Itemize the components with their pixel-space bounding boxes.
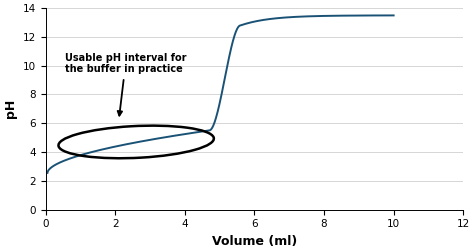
Text: Usable pH interval for
the buffer in practice: Usable pH interval for the buffer in pra… bbox=[65, 53, 186, 116]
Y-axis label: pH: pH bbox=[4, 99, 17, 118]
X-axis label: Volume (ml): Volume (ml) bbox=[212, 235, 297, 248]
